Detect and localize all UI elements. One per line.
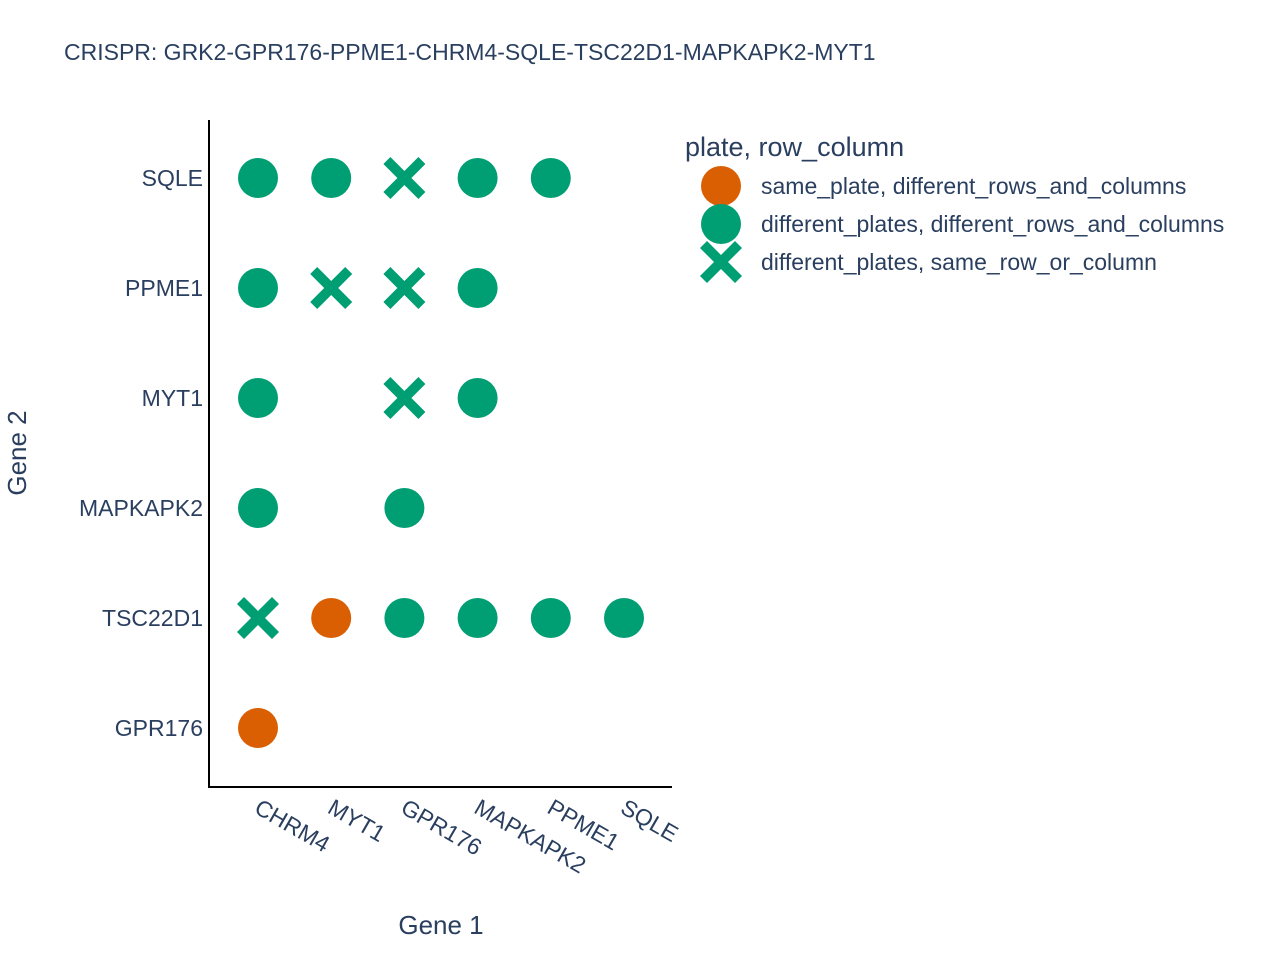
legend-title: plate, row_column: [685, 132, 904, 162]
legend-items: same_plate, different_rows_and_columnsdi…: [700, 166, 1224, 283]
legend-item-3[interactable]: different_plates, same_row_or_column: [700, 241, 1157, 283]
legend-label-1: same_plate, different_rows_and_columns: [761, 173, 1186, 199]
legend-label-3: different_plates, same_row_or_column: [761, 249, 1157, 275]
x-tick-label-chrm4: CHRM4: [251, 794, 335, 858]
legend-marker-3: [700, 241, 742, 283]
plot-points: [237, 157, 644, 748]
y-tick-label-ppme1: PPME1: [125, 275, 203, 301]
data-point-mapkapk2-tsc22d1: [457, 598, 498, 638]
y-tick-label-gpr176: GPR176: [115, 715, 203, 741]
data-point-ppme1-sqle: [530, 158, 571, 198]
legend[interactable]: plate, row_column same_plate, different_…: [685, 132, 1224, 283]
data-point-myt1-tsc22d1: [311, 598, 352, 638]
data-point-chrm4-mapkapk2: [238, 488, 278, 528]
data-point-myt1-ppme1: [310, 267, 353, 309]
axes: [208, 120, 672, 788]
y-tick-label-sqle: SQLE: [142, 165, 203, 191]
data-point-gpr176-sqle: [383, 157, 426, 199]
chart-title: CRISPR: GRK2-GPR176-PPME1-CHRM4-SQLE-TSC…: [64, 39, 876, 65]
legend-item-2[interactable]: different_plates, different_rows_and_col…: [701, 204, 1224, 244]
y-tick-label-myt1: MYT1: [142, 385, 203, 411]
data-point-chrm4-myt1: [238, 378, 278, 418]
data-point-mapkapk2-sqle: [457, 158, 498, 198]
legend-marker-1: [701, 166, 741, 206]
data-point-gpr176-tsc22d1: [384, 598, 425, 638]
x-tick-label-sqle: SQLE: [617, 794, 683, 847]
x-tick-label-myt1: MYT1: [324, 794, 390, 847]
y-tick-label-mapkapk2: MAPKAPK2: [79, 495, 203, 521]
data-point-gpr176-ppme1: [383, 267, 426, 309]
data-point-mapkapk2-myt1: [457, 378, 498, 418]
data-point-sqle-tsc22d1: [604, 598, 644, 638]
data-point-gpr176-mapkapk2: [384, 488, 425, 528]
y-axis-title: Gene 2: [2, 410, 32, 495]
data-point-gpr176-myt1: [383, 377, 426, 419]
data-point-myt1-sqle: [311, 158, 352, 198]
legend-item-1[interactable]: same_plate, different_rows_and_columns: [701, 166, 1186, 206]
data-point-chrm4-gpr176: [238, 708, 278, 748]
x-axis-title: Gene 1: [398, 910, 483, 940]
legend-marker-2: [701, 204, 741, 244]
data-point-mapkapk2-ppme1: [457, 268, 498, 308]
y-tick-label-tsc22d1: TSC22D1: [102, 605, 203, 631]
y-tick-labels: GPR176 TSC22D1 MAPKAPK2 MYT1 PPME1 SQLE: [79, 165, 203, 741]
data-point-chrm4-tsc22d1: [237, 597, 279, 639]
data-point-chrm4-ppme1: [238, 268, 278, 308]
legend-label-2: different_plates, different_rows_and_col…: [761, 211, 1224, 237]
x-tick-label-gpr176: GPR176: [397, 794, 486, 861]
data-point-ppme1-tsc22d1: [530, 598, 571, 638]
data-point-chrm4-sqle: [238, 158, 278, 198]
